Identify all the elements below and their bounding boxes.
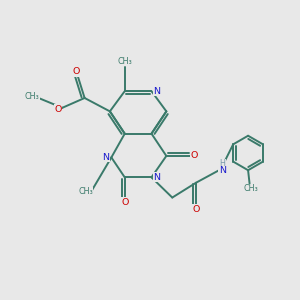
Text: O: O [192,205,200,214]
Text: O: O [54,105,61,114]
Text: CH₃: CH₃ [117,57,132,66]
Text: H: H [219,160,225,169]
Text: O: O [121,197,128,206]
Text: N: N [153,173,160,182]
Text: CH₃: CH₃ [25,92,39,101]
Text: O: O [190,152,197,160]
Text: N: N [103,153,110,162]
Text: CH₃: CH₃ [244,184,258,194]
Text: O: O [72,67,80,76]
Text: CH₃: CH₃ [78,187,93,196]
Text: N: N [153,87,160,96]
Text: N: N [219,166,226,175]
